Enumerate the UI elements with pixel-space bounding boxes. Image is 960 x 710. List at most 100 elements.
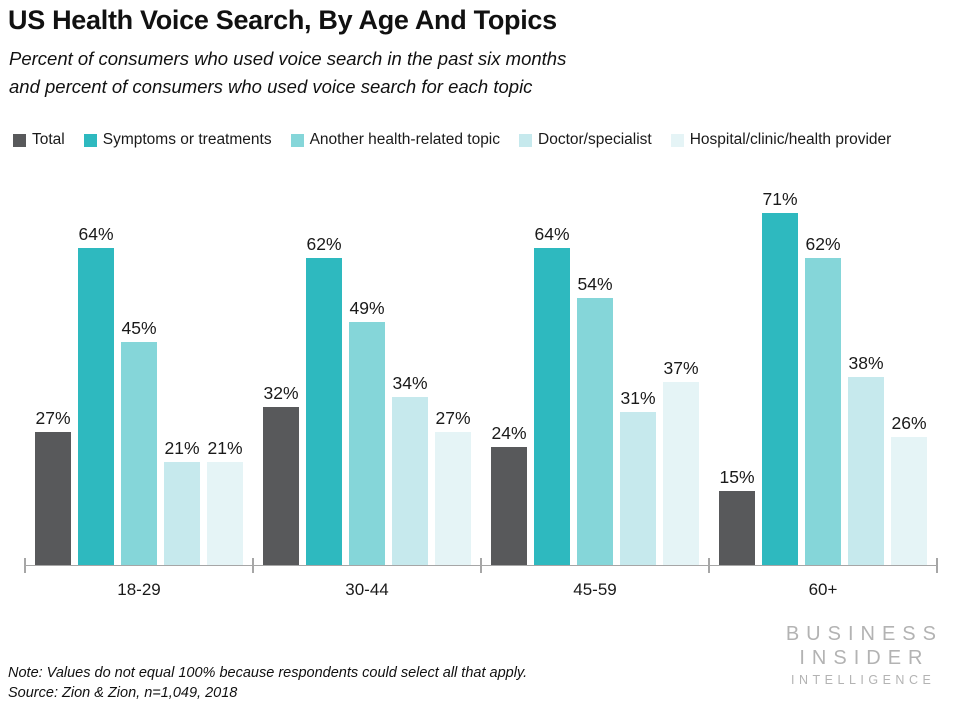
x-axis-tick [24, 558, 26, 573]
bar-30-44-total: 32% [263, 383, 299, 566]
bar-60+-doctor-specialist: 38% [848, 353, 884, 566]
bar-18-29-hospital-clinic-health-provider: 21% [207, 438, 243, 566]
bar-value-label: 64% [78, 224, 114, 244]
x-axis-tick [708, 558, 710, 573]
bar-60+-hospital-clinic-health-provider: 26% [891, 413, 927, 566]
bar-value-label: 27% [35, 408, 71, 428]
legend: Total Symptoms or treatments Another healt… [13, 131, 891, 149]
bar-value-label: 34% [392, 373, 428, 393]
bar-rect [435, 432, 471, 566]
bar-value-label: 49% [349, 298, 385, 318]
business-insider-intelligence-logo: BUSINESS INSIDER INTELLIGENCE [786, 622, 936, 691]
legend-label: Doctor/specialist [538, 131, 652, 148]
legend-swatch-icon [670, 133, 684, 147]
bar-value-label: 38% [848, 353, 884, 373]
bar-rect [762, 213, 798, 566]
bar-rect [891, 437, 927, 566]
legend-swatch-icon [290, 133, 304, 147]
legend-item-2: Symptoms or treatments [83, 131, 272, 149]
bar-rect [78, 248, 114, 566]
legend-item-1: Total [13, 131, 65, 149]
plot-area: 27% 64% 45% 21% 21% 32% 62% 49% 34% 27% 24% 64% 54% 3… [24, 186, 938, 573]
note-text: Note: Values do not equal 100% because r… [8, 665, 528, 681]
bar-value-label: 26% [891, 413, 927, 433]
x-axis-label-45-59: 45-59 [573, 580, 617, 599]
bar-rect [263, 407, 299, 566]
legend-item-3: Another health-related topic [290, 131, 501, 149]
bar-18-29-symptoms-or-treatments: 64% [78, 224, 114, 566]
bar-rect [491, 447, 527, 566]
bar-30-44-hospital-clinic-health-provider: 27% [435, 408, 471, 566]
chart-subtitle: Percent of consumers who used voice sear… [9, 45, 566, 101]
chart-title: US Health Voice Search, By Age And Topic… [8, 5, 557, 35]
bar-rect [349, 322, 385, 566]
bar-value-label: 71% [762, 189, 798, 209]
bar-series-area: 27% 64% 45% 21% 21% 32% 62% 49% 34% 27% 24% 64% 54% 3… [25, 186, 937, 566]
bar-60+-another-health-related-topic: 62% [805, 234, 841, 566]
legend-label: Hospital/clinic/health provider [689, 131, 892, 148]
bar-60+-total: 15% [719, 467, 755, 566]
legend-swatch-icon [83, 133, 97, 147]
logo-line-insider: INSIDER [799, 647, 930, 669]
legend-label: Another health-related topic [309, 131, 501, 148]
bar-45-59-another-health-related-topic: 54% [577, 274, 613, 566]
legend-label: Total [32, 131, 65, 148]
x-axis-label-60+: 60+ [808, 580, 838, 599]
bar-18-29-total: 27% [35, 408, 71, 566]
x-axis-label-18-29: 18-29 [117, 580, 161, 599]
legend-swatch-icon [519, 133, 533, 147]
bar-group-60+: 15% 71% 62% 38% 26% [709, 186, 937, 566]
bar-45-59-symptoms-or-treatments: 64% [534, 224, 570, 566]
footnote-block: Note: Values do not equal 100% because r… [8, 663, 527, 703]
legend-item-5: Hospital/clinic/health provider [670, 131, 892, 149]
bar-group-30-44: 32% 62% 49% 34% 27% [253, 186, 481, 566]
bar-value-label: 24% [491, 423, 527, 443]
bar-value-label: 15% [719, 467, 755, 487]
bar-18-29-doctor-specialist: 21% [164, 438, 200, 566]
chart-subtitle-line1: Percent of consumers who used voice sear… [9, 48, 567, 69]
bar-value-label: 32% [263, 383, 299, 403]
bar-30-44-symptoms-or-treatments: 62% [306, 234, 342, 566]
bar-rect [663, 382, 699, 566]
bar-rect [719, 491, 755, 566]
bar-value-label: 27% [435, 408, 471, 428]
bar-value-label: 45% [121, 318, 157, 338]
legend-swatch-icon [13, 133, 26, 147]
bar-45-59-total: 24% [491, 423, 527, 566]
x-axis-tick [936, 558, 938, 573]
bar-rect [577, 298, 613, 566]
bar-group-18-29: 27% 64% 45% 21% 21% [25, 186, 253, 566]
x-axis-tick [480, 558, 482, 573]
legend-item-4: Doctor/specialist [519, 131, 652, 149]
bar-rect [35, 432, 71, 566]
bar-value-label: 21% [164, 438, 200, 458]
x-axis-label-30-44: 30-44 [345, 580, 389, 599]
bar-30-44-doctor-specialist: 34% [392, 373, 428, 566]
bar-rect [121, 342, 157, 566]
x-axis-tick [252, 558, 254, 573]
bar-value-label: 62% [805, 234, 841, 254]
bar-rect [306, 258, 342, 566]
bar-rect [164, 462, 200, 566]
bar-rect [534, 248, 570, 566]
bar-18-29-another-health-related-topic: 45% [121, 318, 157, 566]
bar-value-label: 54% [577, 274, 613, 294]
chart-subtitle-line2: and percent of consumers who used voice … [9, 76, 533, 97]
bar-rect [620, 412, 656, 566]
bar-value-label: 62% [306, 234, 342, 254]
bar-rect [805, 258, 841, 566]
bar-45-59-hospital-clinic-health-provider: 37% [663, 358, 699, 566]
bar-rect [848, 377, 884, 566]
bar-30-44-another-health-related-topic: 49% [349, 298, 385, 566]
bar-45-59-doctor-specialist: 31% [620, 388, 656, 566]
bar-value-label: 31% [620, 388, 656, 408]
source-text: Source: Zion & Zion, n=1,049, 2018 [8, 685, 238, 701]
bar-value-label: 37% [663, 358, 699, 378]
bar-value-label: 21% [207, 438, 243, 458]
bar-value-label: 64% [534, 224, 570, 244]
bar-rect [392, 397, 428, 566]
bar-group-45-59: 24% 64% 54% 31% 37% [481, 186, 709, 566]
bar-rect [207, 462, 243, 566]
x-axis-labels: 18-29 30-44 45-59 60+ [25, 580, 937, 600]
